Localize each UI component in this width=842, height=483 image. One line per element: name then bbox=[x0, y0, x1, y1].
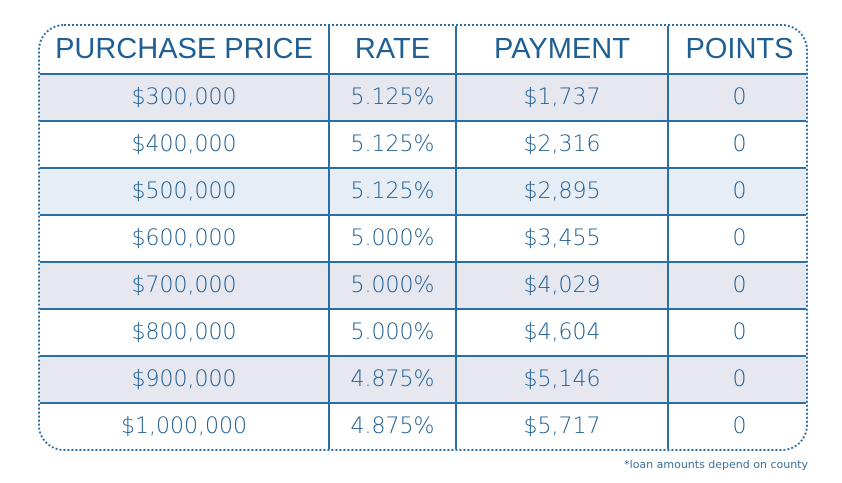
cell-rate: 5.000% bbox=[329, 309, 457, 357]
footnote: *loan amounts depend on county bbox=[624, 458, 808, 471]
cell-payment: $4,029 bbox=[456, 262, 669, 310]
rate-table: PURCHASE PRICE RATE PAYMENT POINTS $300,… bbox=[40, 26, 806, 449]
cell-payment: $5,717 bbox=[456, 403, 669, 449]
cell-points: 0 bbox=[667, 356, 806, 404]
header-payment: PAYMENT bbox=[456, 26, 669, 75]
cell-payment: $3,455 bbox=[456, 215, 669, 263]
cell-price: $500,000 bbox=[40, 168, 330, 216]
table-row: $400,000 5.125% $2,316 0 bbox=[40, 121, 806, 169]
cell-points: 0 bbox=[667, 309, 806, 357]
cell-rate: 4.875% bbox=[329, 403, 457, 449]
table-header-row: PURCHASE PRICE RATE PAYMENT POINTS bbox=[40, 26, 806, 75]
cell-points: 0 bbox=[667, 74, 806, 122]
cell-price: $900,000 bbox=[40, 356, 330, 404]
cell-payment: $1,737 bbox=[456, 74, 669, 122]
header-points: POINTS bbox=[667, 26, 806, 75]
cell-price: $400,000 bbox=[40, 121, 330, 169]
cell-price: $300,000 bbox=[40, 74, 330, 122]
cell-price: $700,000 bbox=[40, 262, 330, 310]
table-row: $600,000 5.000% $3,455 0 bbox=[40, 215, 806, 263]
cell-rate: 5.125% bbox=[329, 74, 457, 122]
cell-rate: 5.125% bbox=[329, 121, 457, 169]
cell-points: 0 bbox=[667, 121, 806, 169]
cell-price: $800,000 bbox=[40, 309, 330, 357]
table-row: $300,000 5.125% $1,737 0 bbox=[40, 74, 806, 122]
table-row: $1,000,000 4.875% $5,717 0 bbox=[40, 403, 806, 449]
cell-points: 0 bbox=[667, 168, 806, 216]
cell-points: 0 bbox=[667, 215, 806, 263]
cell-payment: $4,604 bbox=[456, 309, 669, 357]
cell-payment: $5,146 bbox=[456, 356, 669, 404]
cell-price: $600,000 bbox=[40, 215, 330, 263]
table-row: $900,000 4.875% $5,146 0 bbox=[40, 356, 806, 404]
cell-points: 0 bbox=[667, 403, 806, 449]
header-purchase-price: PURCHASE PRICE bbox=[40, 26, 330, 75]
cell-price: $1,000,000 bbox=[40, 403, 330, 449]
cell-payment: $2,316 bbox=[456, 121, 669, 169]
cell-payment: $2,895 bbox=[456, 168, 669, 216]
header-rate: RATE bbox=[329, 26, 457, 75]
table-row: $700,000 5.000% $4,029 0 bbox=[40, 262, 806, 310]
table-row: $800,000 5.000% $4,604 0 bbox=[40, 309, 806, 357]
cell-rate: 5.000% bbox=[329, 262, 457, 310]
rate-table-container: PURCHASE PRICE RATE PAYMENT POINTS $300,… bbox=[38, 24, 808, 451]
cell-rate: 4.875% bbox=[329, 356, 457, 404]
cell-points: 0 bbox=[667, 262, 806, 310]
table-row: $500,000 5.125% $2,895 0 bbox=[40, 168, 806, 216]
cell-rate: 5.000% bbox=[329, 215, 457, 263]
cell-rate: 5.125% bbox=[329, 168, 457, 216]
